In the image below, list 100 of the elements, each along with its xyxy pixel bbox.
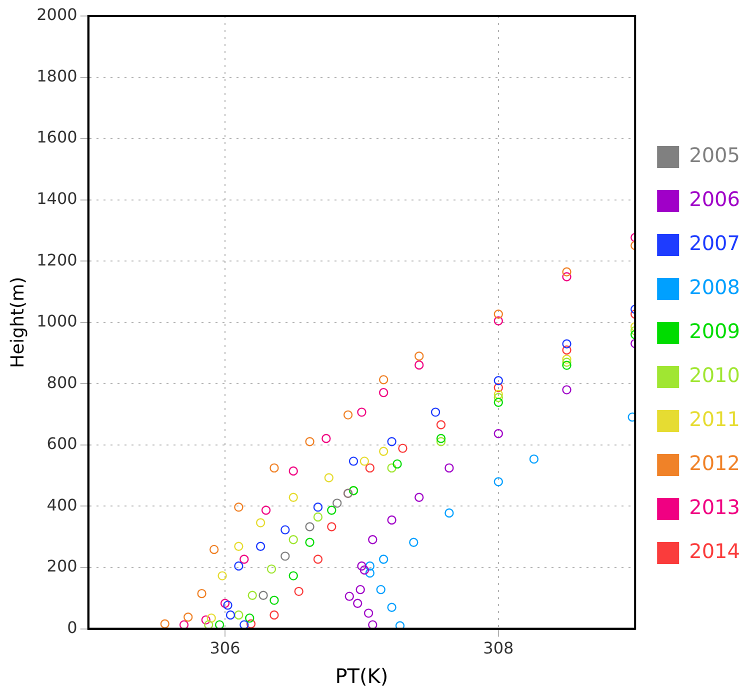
point (322, 434, 331, 444)
point (378, 388, 388, 398)
point (234, 561, 244, 571)
point (387, 436, 396, 446)
point (288, 492, 298, 502)
point (368, 620, 378, 629)
point (344, 592, 354, 601)
point (378, 446, 388, 456)
y-tick-label: 200 (46, 556, 78, 576)
point (327, 506, 336, 515)
point (288, 535, 298, 544)
point (436, 420, 446, 430)
point (204, 620, 214, 629)
point (332, 498, 342, 508)
point (444, 463, 454, 473)
point (353, 598, 362, 608)
point (494, 392, 504, 402)
point (494, 429, 504, 438)
legend-label: 2011 (689, 407, 740, 432)
point (280, 552, 290, 561)
point (395, 621, 405, 629)
legend-label: 2008 (689, 275, 740, 300)
point (234, 542, 244, 551)
legend-label: 2012 (689, 451, 740, 476)
point (494, 376, 504, 386)
point (414, 492, 424, 502)
point (444, 508, 454, 518)
point (246, 619, 256, 628)
legend-label: 2014 (689, 539, 740, 564)
point (365, 568, 375, 578)
point (214, 620, 224, 629)
point (392, 459, 402, 469)
legend-label: 2013 (689, 495, 740, 520)
x-tick-label: 308 (483, 638, 514, 658)
point (376, 584, 386, 594)
point (218, 571, 227, 580)
point (270, 610, 279, 620)
point (288, 466, 298, 476)
point (409, 538, 418, 547)
legend-label: 2006 (689, 187, 740, 212)
point (414, 352, 424, 361)
point (280, 525, 290, 534)
point (245, 613, 254, 623)
point (562, 385, 572, 394)
point (494, 390, 504, 400)
point (562, 267, 572, 276)
point (201, 615, 210, 625)
point (387, 602, 396, 612)
point (343, 410, 353, 420)
point (261, 506, 271, 515)
point (365, 561, 375, 571)
point (234, 610, 244, 620)
point (266, 564, 276, 574)
point (494, 316, 504, 326)
y-tick-label: 1800 (36, 66, 78, 86)
point (209, 544, 219, 554)
point (226, 610, 236, 620)
point (270, 463, 279, 473)
legend-label: 2009 (689, 319, 740, 344)
point (356, 584, 365, 594)
x-tick-label: 306 (210, 638, 240, 658)
point (179, 620, 189, 629)
point (348, 456, 358, 466)
point (387, 463, 396, 473)
legend-label: 2010 (689, 363, 740, 388)
point (398, 444, 408, 453)
point (378, 375, 388, 384)
point (305, 436, 314, 446)
point (360, 565, 370, 575)
y-tick-label: 1400 (36, 188, 78, 208)
y-tick-label: 800 (46, 372, 78, 392)
point (357, 408, 366, 417)
point (430, 408, 440, 417)
point (357, 561, 366, 571)
point (240, 554, 249, 564)
point (160, 619, 170, 628)
point (270, 596, 279, 605)
point (364, 608, 374, 618)
point (305, 522, 314, 532)
point (240, 620, 249, 629)
point (324, 473, 334, 482)
y-axis-title: Height(m) (7, 276, 28, 368)
y-tick-label: 1000 (36, 312, 78, 331)
point (365, 463, 375, 473)
point (562, 360, 572, 370)
point (494, 310, 504, 319)
point (414, 360, 424, 370)
point (294, 586, 304, 596)
legend-label: 2007 (689, 231, 740, 256)
y-tick-label: 600 (46, 434, 78, 454)
point (529, 454, 539, 464)
point (378, 554, 388, 564)
point (494, 398, 504, 407)
point (288, 571, 298, 580)
point (184, 612, 193, 622)
point (562, 354, 572, 364)
point (494, 477, 504, 486)
legend-label: 2005 (689, 143, 740, 168)
point (258, 590, 268, 600)
point (360, 456, 370, 466)
